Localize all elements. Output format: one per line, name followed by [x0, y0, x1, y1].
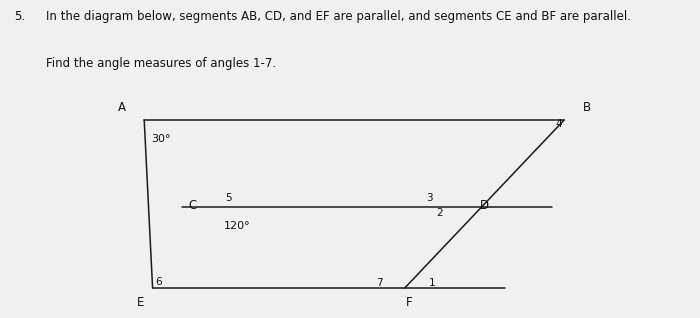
Text: 120°: 120° [224, 221, 251, 232]
Text: 1: 1 [429, 278, 435, 288]
Text: 5.: 5. [14, 10, 25, 23]
Text: F: F [405, 295, 412, 308]
Text: 4: 4 [555, 119, 561, 129]
Text: B: B [582, 101, 591, 114]
Text: 7: 7 [376, 278, 383, 288]
Text: 5: 5 [225, 193, 232, 203]
Text: 30°: 30° [151, 134, 170, 143]
Text: D: D [480, 199, 489, 212]
Text: C: C [189, 199, 197, 212]
Text: 3: 3 [426, 193, 433, 203]
Text: Find the angle measures of angles 1-7.: Find the angle measures of angles 1-7. [46, 57, 276, 70]
Text: E: E [136, 295, 144, 308]
Text: A: A [118, 101, 126, 114]
Text: In the diagram below, segments AB, CD, and EF are parallel, and segments CE and : In the diagram below, segments AB, CD, a… [46, 10, 631, 23]
Text: 2: 2 [437, 208, 443, 218]
Text: 6: 6 [155, 277, 162, 287]
